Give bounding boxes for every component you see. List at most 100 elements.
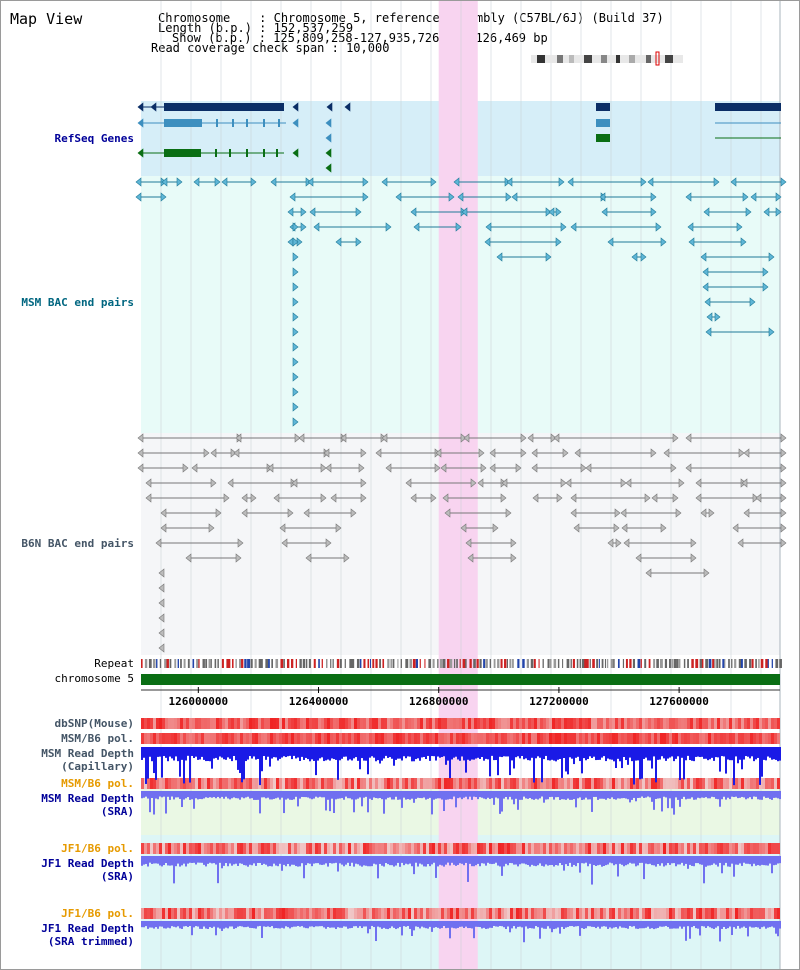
heat-cell: [402, 718, 405, 729]
heat-cell: [465, 778, 468, 789]
read-end-marker: [685, 463, 692, 473]
heat-cell: [405, 718, 408, 729]
read-end-marker: [292, 237, 299, 247]
heat-cell: [495, 908, 498, 919]
heat-cell: [666, 718, 669, 729]
heat-cell: [441, 718, 444, 729]
depth-bar: [411, 856, 413, 867]
track-label-msm-b6-pol-sra[interactable]: MSM/B6 pol.: [61, 777, 134, 790]
depth-bar: [267, 856, 269, 867]
depth-bar: [691, 921, 693, 928]
depth-bar: [741, 921, 743, 928]
heat-cell: [234, 733, 237, 744]
track-label-jf1-b6-pol-sra[interactable]: JF1/B6 pol.: [61, 842, 134, 855]
depth-bar: [201, 791, 203, 800]
heat-cell: [483, 908, 486, 919]
track-label-refseq[interactable]: RefSeq Genes: [54, 132, 134, 145]
depth-bar: [497, 856, 499, 866]
repeat-element: [728, 659, 730, 668]
depth-bar: [635, 747, 637, 761]
heat-cell: [666, 778, 669, 789]
read-end-marker: [562, 448, 569, 458]
depth-bar: [601, 856, 603, 867]
depth-bar: [447, 791, 449, 800]
heat-cell: [237, 843, 240, 854]
depth-bar: [569, 856, 571, 863]
depth-bar: [317, 747, 319, 761]
track-label-jf1-b6-pol-trimmed[interactable]: JF1/B6 pol.: [61, 907, 134, 920]
depth-bar: [301, 791, 303, 797]
heat-cell: [540, 843, 543, 854]
heat-cell: [447, 908, 450, 919]
heat-cell: [429, 908, 432, 919]
read-end-marker: [241, 508, 248, 518]
read-end-marker: [270, 177, 277, 187]
track-label-msm-bac[interactable]: MSM BAC end pairs: [21, 296, 134, 309]
track-label-jf1-depth-trimmed[interactable]: JF1 Read Depth: [41, 922, 134, 935]
repeat-element: [653, 659, 656, 668]
repeat-element: [231, 659, 234, 668]
depth-bar: [429, 856, 431, 867]
heat-cell: [573, 908, 576, 919]
heat-cell: [336, 778, 339, 789]
heat-cell: [474, 778, 477, 789]
track-label-msm-depth-sra[interactable]: MSM Read Depth: [41, 792, 134, 805]
depth-bar: [319, 747, 321, 759]
repeat-element: [579, 659, 581, 668]
depth-bar: [527, 747, 529, 761]
track-label-msm-b6-pol-capillary[interactable]: MSM/B6 pol.: [61, 732, 134, 745]
heat-cell: [306, 778, 309, 789]
heat-cell: [489, 843, 492, 854]
depth-bar: [759, 921, 761, 929]
heat-cell: [600, 733, 603, 744]
heat-cell: [648, 843, 651, 854]
depth-bar: [325, 747, 327, 761]
depth-bar: [233, 921, 235, 929]
heat-cell: [255, 843, 258, 854]
read-end-marker: [685, 192, 692, 202]
depth-bar: [707, 921, 709, 927]
track-label-repeat[interactable]: Repeat: [94, 657, 134, 670]
heat-cell: [528, 908, 531, 919]
heat-cell: [561, 718, 564, 729]
depth-bar: [429, 921, 431, 927]
heat-cell: [231, 778, 234, 789]
depth-bar: [261, 856, 263, 865]
track-label-msm-depth-capillary[interactable]: MSM Read Depth: [41, 747, 134, 760]
heat-cell: [267, 718, 270, 729]
read-end-marker: [743, 508, 750, 518]
depth-bar: [667, 856, 669, 864]
repeat-element: [153, 659, 156, 668]
heat-cell: [240, 718, 243, 729]
depth-bar: [773, 791, 775, 798]
read-end-marker: [780, 508, 787, 518]
track-label-jf1-depth-sra[interactable]: JF1 Read Depth: [41, 857, 134, 870]
track-label-chromosome[interactable]: chromosome 5: [54, 672, 134, 685]
heat-cell: [291, 778, 294, 789]
depth-bar: [259, 747, 261, 786]
heat-cell: [453, 733, 456, 744]
heat-cell: [486, 733, 489, 744]
depth-bar: [437, 921, 439, 928]
jf1-b6-pol-trimmed-heat: [141, 908, 780, 919]
depth-bar: [475, 747, 477, 759]
track-label-b6n-bac[interactable]: B6N BAC end pairs: [21, 537, 134, 550]
depth-bar: [327, 747, 329, 760]
heat-cell: [537, 908, 540, 919]
heat-cell: [603, 733, 606, 744]
heat-cell: [183, 778, 186, 789]
track-label-dbsnp[interactable]: dbSNP(Mouse): [54, 717, 134, 730]
heat-cell: [681, 908, 684, 919]
heat-cell: [657, 843, 660, 854]
heat-cell: [381, 843, 384, 854]
depth-bar: [357, 791, 359, 799]
heat-cell: [177, 778, 180, 789]
heat-cell: [531, 718, 534, 729]
heat-cell: [183, 733, 186, 744]
depth-bar: [371, 921, 373, 926]
depth-bar: [369, 791, 371, 799]
heat-cell: [516, 733, 519, 744]
heat-cell: [252, 718, 255, 729]
read-end-marker: [185, 553, 192, 563]
